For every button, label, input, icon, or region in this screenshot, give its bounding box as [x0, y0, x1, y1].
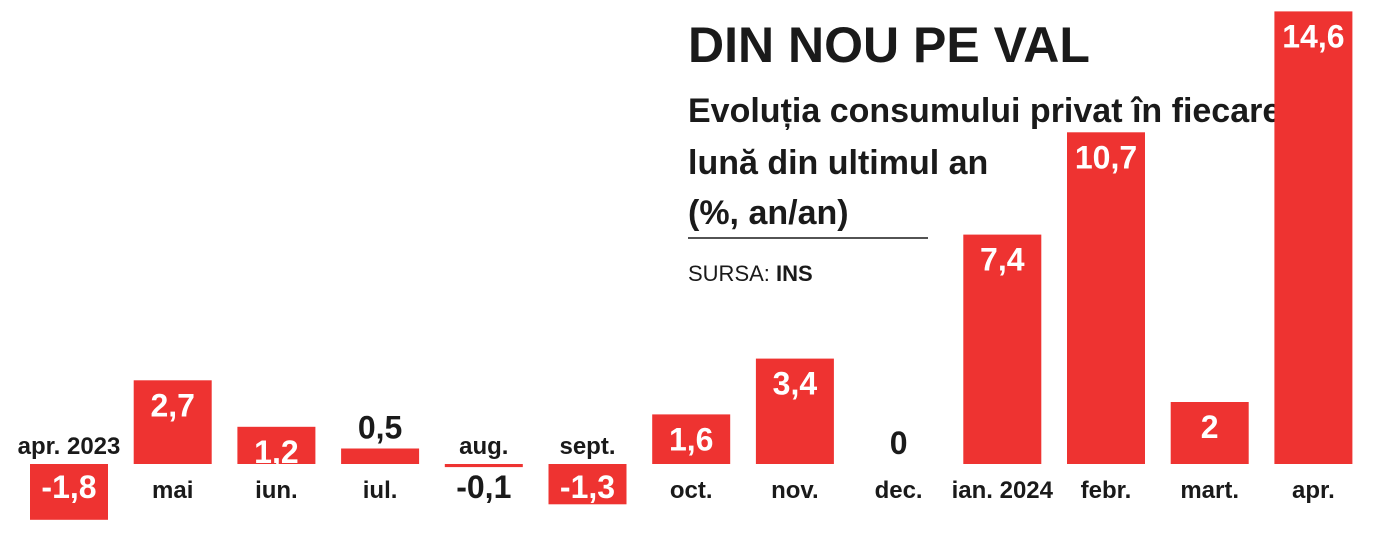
value-label-2: 1,2 — [254, 434, 298, 470]
source-label: SURSA: — [688, 261, 770, 286]
source-value: INS — [776, 261, 813, 286]
chart-header: DIN NOU PE VAL Evoluția consumului priva… — [688, 17, 1281, 286]
bar-2 — [237, 426, 316, 464]
bar-12 — [1274, 11, 1353, 465]
chart-subtitle-line-1: Evoluția consumului privat în fiecare — [688, 92, 1281, 130]
bar-3 — [341, 448, 420, 464]
value-label-1: 2,7 — [150, 387, 194, 423]
category-label-6: oct. — [670, 477, 713, 504]
category-label-2: iun. — [255, 477, 298, 504]
source-line: SURSA: INS — [688, 261, 813, 286]
value-label-10: 10,7 — [1075, 139, 1137, 175]
bar-5 — [548, 464, 627, 505]
category-label-4: aug. — [459, 433, 508, 460]
chart-marks: -1,8 apr. 2023 2,7 mai 1,2 iun. 0,5 iul. -0,1 aug… — [18, 11, 1353, 520]
bar-6 — [652, 414, 731, 464]
category-label-1: mai — [152, 477, 193, 504]
bar-7 — [755, 358, 834, 464]
chart-subtitle-line-2: lună din ultimul an — [688, 144, 988, 182]
bar-9 — [963, 234, 1042, 464]
bar-1 — [133, 380, 212, 464]
value-label-7: 3,4 — [773, 366, 818, 402]
value-label-8: 0 — [890, 425, 908, 461]
category-label-5: sept. — [559, 433, 615, 460]
value-label-12: 14,6 — [1282, 18, 1344, 54]
category-label-11: mart. — [1180, 477, 1239, 504]
category-label-10: febr. — [1081, 477, 1132, 504]
value-label-0: -1,8 — [41, 469, 96, 505]
bar-11 — [1170, 402, 1249, 464]
category-label-9: ian. 2024 — [952, 477, 1054, 504]
chart-subtitle-line-3: (%, an/an) — [688, 194, 849, 232]
category-label-3: iul. — [363, 477, 398, 504]
value-label-11: 2 — [1201, 409, 1219, 445]
chart-title: DIN NOU PE VAL — [688, 17, 1090, 73]
value-label-6: 1,6 — [669, 421, 713, 457]
bar-10 — [1067, 132, 1145, 465]
category-label-7: nov. — [771, 477, 819, 504]
value-label-5: -1,3 — [560, 469, 615, 505]
bar-0 — [30, 464, 108, 520]
value-label-4: -0,1 — [456, 469, 511, 505]
category-label-12: apr. — [1292, 477, 1335, 504]
value-label-9: 7,4 — [980, 242, 1025, 278]
category-label-0: apr. 2023 — [18, 433, 121, 460]
category-label-8: dec. — [875, 477, 923, 504]
value-label-3: 0,5 — [358, 410, 402, 446]
bar-4 — [444, 464, 523, 468]
